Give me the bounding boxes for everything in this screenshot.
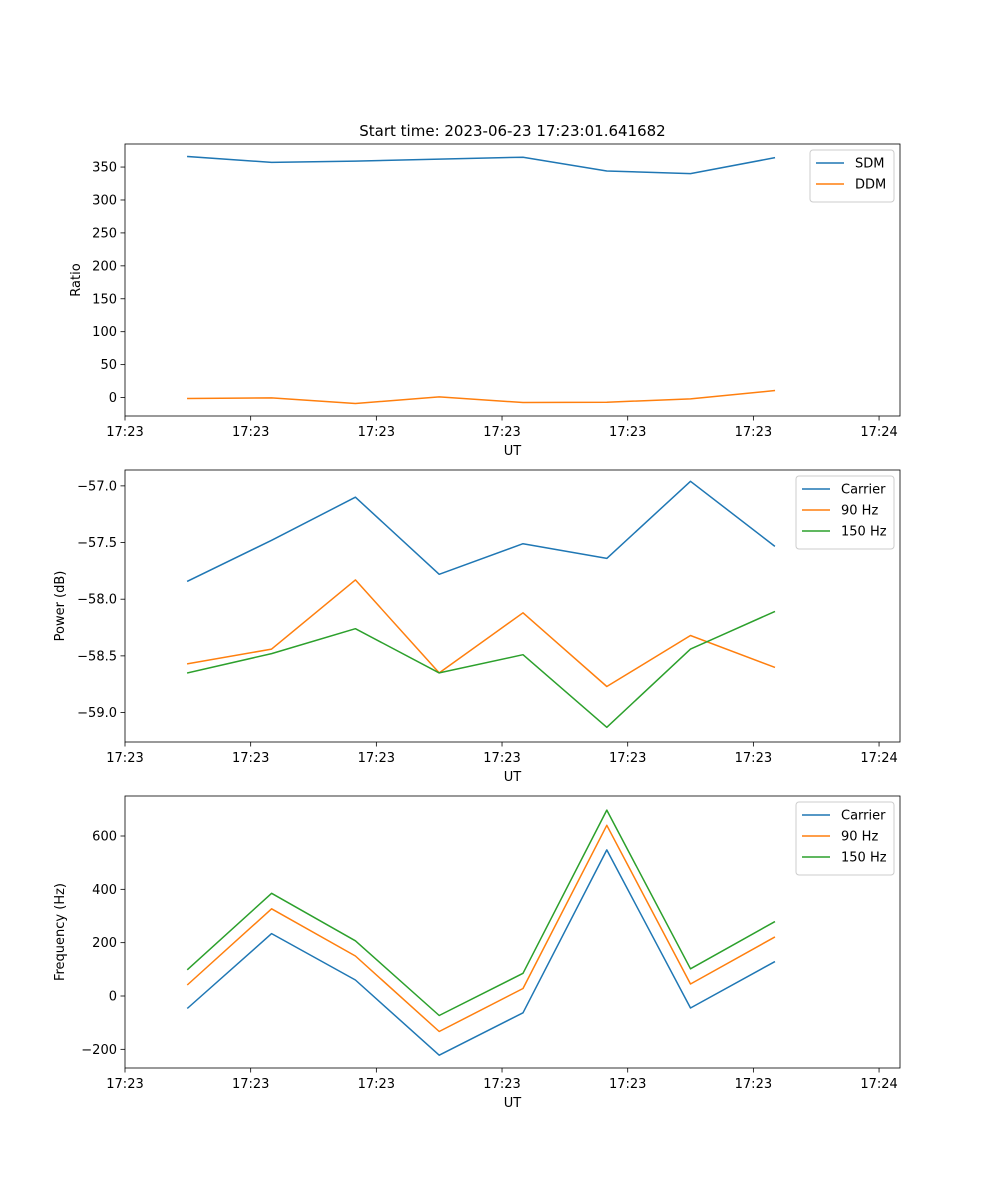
y-tick-label: 200 [92, 936, 117, 951]
x-tick-label: 17:23 [106, 425, 143, 440]
x-tick-label: 17:23 [735, 425, 772, 440]
x-tick-label: 17:23 [609, 425, 646, 440]
legend-label: Carrier [841, 809, 886, 824]
legend-label: SDM [855, 157, 884, 172]
series-line-90-hz [186, 824, 776, 1033]
legend: SDM DDM [809, 149, 895, 203]
y-tick-label: 400 [92, 883, 117, 898]
x-axis-label: UT [504, 1096, 522, 1111]
series-line-sdm [186, 155, 776, 175]
series-line-150-hz [186, 610, 776, 729]
legend-label: 90 Hz [841, 830, 878, 845]
y-tick-label: −57.0 [77, 479, 117, 494]
x-tick-label: 17:23 [106, 1077, 143, 1092]
y-tick-label: 0 [109, 391, 117, 406]
y-tick-label: 50 [100, 358, 117, 373]
x-tick-label: 17:24 [860, 425, 897, 440]
y-axis-label: Ratio [69, 263, 84, 296]
series-line-150-hz [186, 809, 776, 1017]
y-tick-label: 350 [92, 161, 117, 176]
y-tick-label: −59.0 [77, 706, 117, 721]
series-line-90-hz [186, 579, 776, 688]
chart-1: 17:23 17:23 17:23 17:23 17:23 17:23 17:24 UT 0 50… [69, 143, 901, 459]
x-tick-label: 17:23 [358, 751, 395, 766]
chart-3: 17:23 17:23 17:23 17:23 17:23 17:23 17:24 UT −20… [53, 795, 901, 1111]
series-line-carrier [186, 480, 776, 583]
x-tick-label: 17:24 [860, 1077, 897, 1092]
legend: Carrier 90 Hz 150 Hz [795, 475, 895, 550]
x-tick-label: 17:23 [358, 1077, 395, 1092]
y-tick-label: 150 [92, 292, 117, 307]
y-tick-label: 100 [92, 325, 117, 340]
y-tick-label: 200 [92, 259, 117, 274]
series-lines [186, 155, 776, 405]
legend: Carrier 90 Hz 150 Hz [795, 801, 895, 876]
y-axis-label: Power (dB) [53, 571, 68, 642]
x-tick-label: 17:23 [609, 751, 646, 766]
x-tick-label: 17:23 [232, 425, 269, 440]
y-tick-label: −58.0 [77, 593, 117, 608]
x-axis-label: UT [504, 444, 522, 459]
legend-label: Carrier [841, 483, 886, 498]
x-tick-label: 17:24 [860, 751, 897, 766]
series-lines [186, 809, 776, 1056]
x-tick-label: 17:23 [609, 1077, 646, 1092]
legend-label: 90 Hz [841, 504, 878, 519]
series-line-ddm [187, 389, 776, 405]
y-tick-label: 0 [109, 990, 117, 1005]
x-tick-label: 17:23 [735, 1077, 772, 1092]
x-tick-label: 17:23 [735, 751, 772, 766]
x-tick-label: 17:23 [232, 751, 269, 766]
chart-2: 17:23 17:23 17:23 17:23 17:23 17:23 17:24 UT −59… [53, 469, 901, 785]
series-lines [186, 480, 776, 729]
axes-frame [124, 795, 901, 1069]
y-tick-label: −58.5 [77, 649, 117, 664]
legend-label: DDM [855, 178, 886, 193]
x-tick-label: 17:23 [358, 425, 395, 440]
figure-title: Start time: 2023-06-23 17:23:01.641682 [359, 122, 665, 140]
legend-label: 150 Hz [841, 525, 887, 540]
charts-container: 17:23 17:23 17:23 17:23 17:23 17:23 17:24 UT 0 50… [53, 143, 901, 1111]
y-tick-label: −57.5 [77, 536, 117, 551]
series-line-carrier [186, 849, 776, 1056]
x-tick-label: 17:23 [483, 425, 520, 440]
x-tick-label: 17:23 [232, 1077, 269, 1092]
x-tick-label: 17:23 [483, 1077, 520, 1092]
x-tick-label: 17:23 [483, 751, 520, 766]
x-axis-label: UT [504, 770, 522, 785]
axes-frame [124, 469, 901, 743]
y-tick-label: 250 [92, 226, 117, 241]
axes-frame [124, 143, 901, 417]
y-tick-label: 600 [92, 830, 117, 845]
legend-label: 150 Hz [841, 851, 887, 866]
y-tick-label: −200 [81, 1043, 117, 1058]
y-axis-label: Frequency (Hz) [53, 883, 68, 981]
y-tick-label: 300 [92, 193, 117, 208]
x-tick-label: 17:23 [106, 751, 143, 766]
